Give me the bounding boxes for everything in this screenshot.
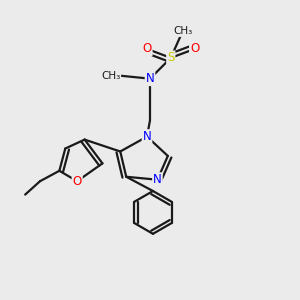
Text: O: O — [142, 42, 152, 56]
Text: O: O — [190, 42, 199, 56]
Text: N: N — [153, 173, 162, 186]
Text: CH₃: CH₃ — [173, 26, 192, 36]
Text: N: N — [146, 72, 154, 85]
Text: CH₃: CH₃ — [101, 71, 120, 81]
Text: O: O — [73, 175, 82, 188]
Text: N: N — [143, 130, 152, 143]
Text: S: S — [167, 51, 175, 64]
